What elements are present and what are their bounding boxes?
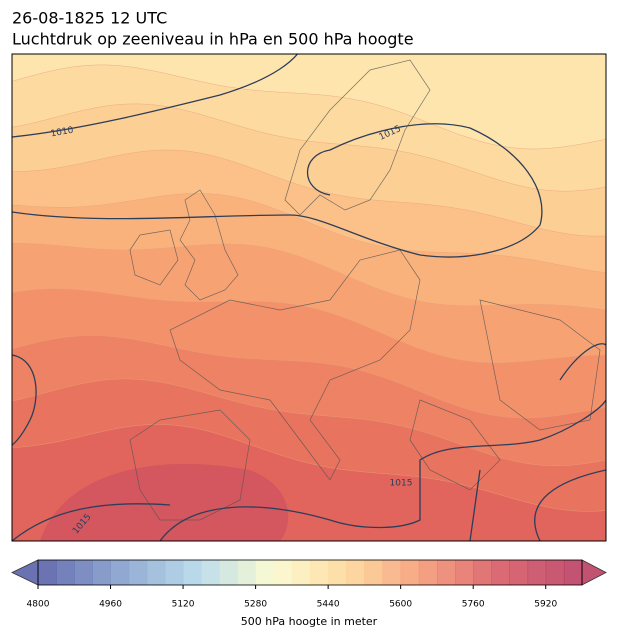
coastline: [169, 249, 421, 481]
colorbar-segment: [310, 560, 329, 585]
isobar: [12, 354, 37, 446]
colorbar-segment: [346, 560, 365, 585]
coastline: [179, 189, 239, 301]
colorbar-tick-label: 5120: [172, 600, 195, 610]
isobar: [159, 399, 606, 541]
colorbar-extend: [11, 559, 39, 586]
colorbar-segment: [56, 560, 75, 585]
colorbar-segment: [92, 560, 112, 585]
colorbar-segment: [164, 560, 184, 585]
colorbar-tick-label: 5920: [534, 600, 557, 610]
colorbar-segment: [237, 560, 257, 585]
colorbar-segment: [527, 560, 547, 585]
colorbar-segment: [364, 560, 384, 585]
colorbar-segment: [400, 560, 420, 585]
map-frame: [11, 53, 607, 542]
colorbar-segment: [545, 560, 565, 585]
colorbar-tick-label: 4800: [27, 600, 50, 610]
colorbar-segment: [455, 560, 474, 585]
isobar: [469, 469, 481, 541]
colorbar-segment: [146, 560, 166, 585]
coastline: [284, 59, 431, 216]
coastline: [409, 399, 501, 491]
colorbar-segment: [128, 560, 148, 585]
subtitle: Luchtdruk op zeeniveau in hPa en 500 hPa…: [12, 30, 414, 49]
contour-label: 1010: [50, 126, 75, 140]
title: 26-08-1825 12 UTC: [12, 9, 167, 28]
colorbar-segment: [328, 560, 347, 585]
height-band: [40, 463, 289, 541]
colorbar-segment: [273, 560, 293, 585]
colorbar-label: 500 hPa hoogte in meter: [241, 615, 378, 628]
colorbar-tick-label: 5760: [462, 600, 485, 610]
colorbar-tick-label: 5600: [389, 600, 412, 610]
isobar: [534, 469, 606, 541]
isobar: [12, 54, 299, 138]
colorbar-segment: [563, 560, 583, 585]
colorbar-segment: [201, 560, 220, 585]
colorbar: 4800 4960 5120 5280 5440 5600 5760 5920: [11, 559, 607, 610]
colorbar-segment: [509, 560, 529, 585]
colorbar-segment: [183, 560, 202, 585]
colorbar-segment: [382, 560, 402, 585]
isobar: [12, 123, 543, 258]
colorbar-segment: [255, 560, 275, 585]
isobar: [559, 343, 606, 381]
coastline: [479, 299, 601, 431]
coastline: [129, 229, 179, 286]
colorbar-segment: [473, 560, 492, 585]
colorbar-segment: [436, 560, 456, 585]
colorbar-extend: [581, 559, 607, 586]
colorbar-tick-label: 5440: [317, 600, 340, 610]
colorbar-segment: [110, 560, 130, 585]
contour-label: 1015: [390, 479, 413, 489]
colorbar-tick-label: 5280: [244, 600, 267, 610]
coastline: [129, 409, 251, 521]
colorbar-segment: [291, 560, 311, 585]
colorbar-segment: [491, 560, 510, 585]
colorbar-tick-label: 4960: [99, 600, 122, 610]
colorbar-segment: [418, 560, 438, 585]
colorbar-frame: [37, 559, 583, 586]
colorbar-segment: [74, 560, 93, 585]
colorbar-segment: [219, 560, 238, 585]
colorbar-segment: [38, 560, 57, 585]
isobar: [12, 503, 171, 541]
